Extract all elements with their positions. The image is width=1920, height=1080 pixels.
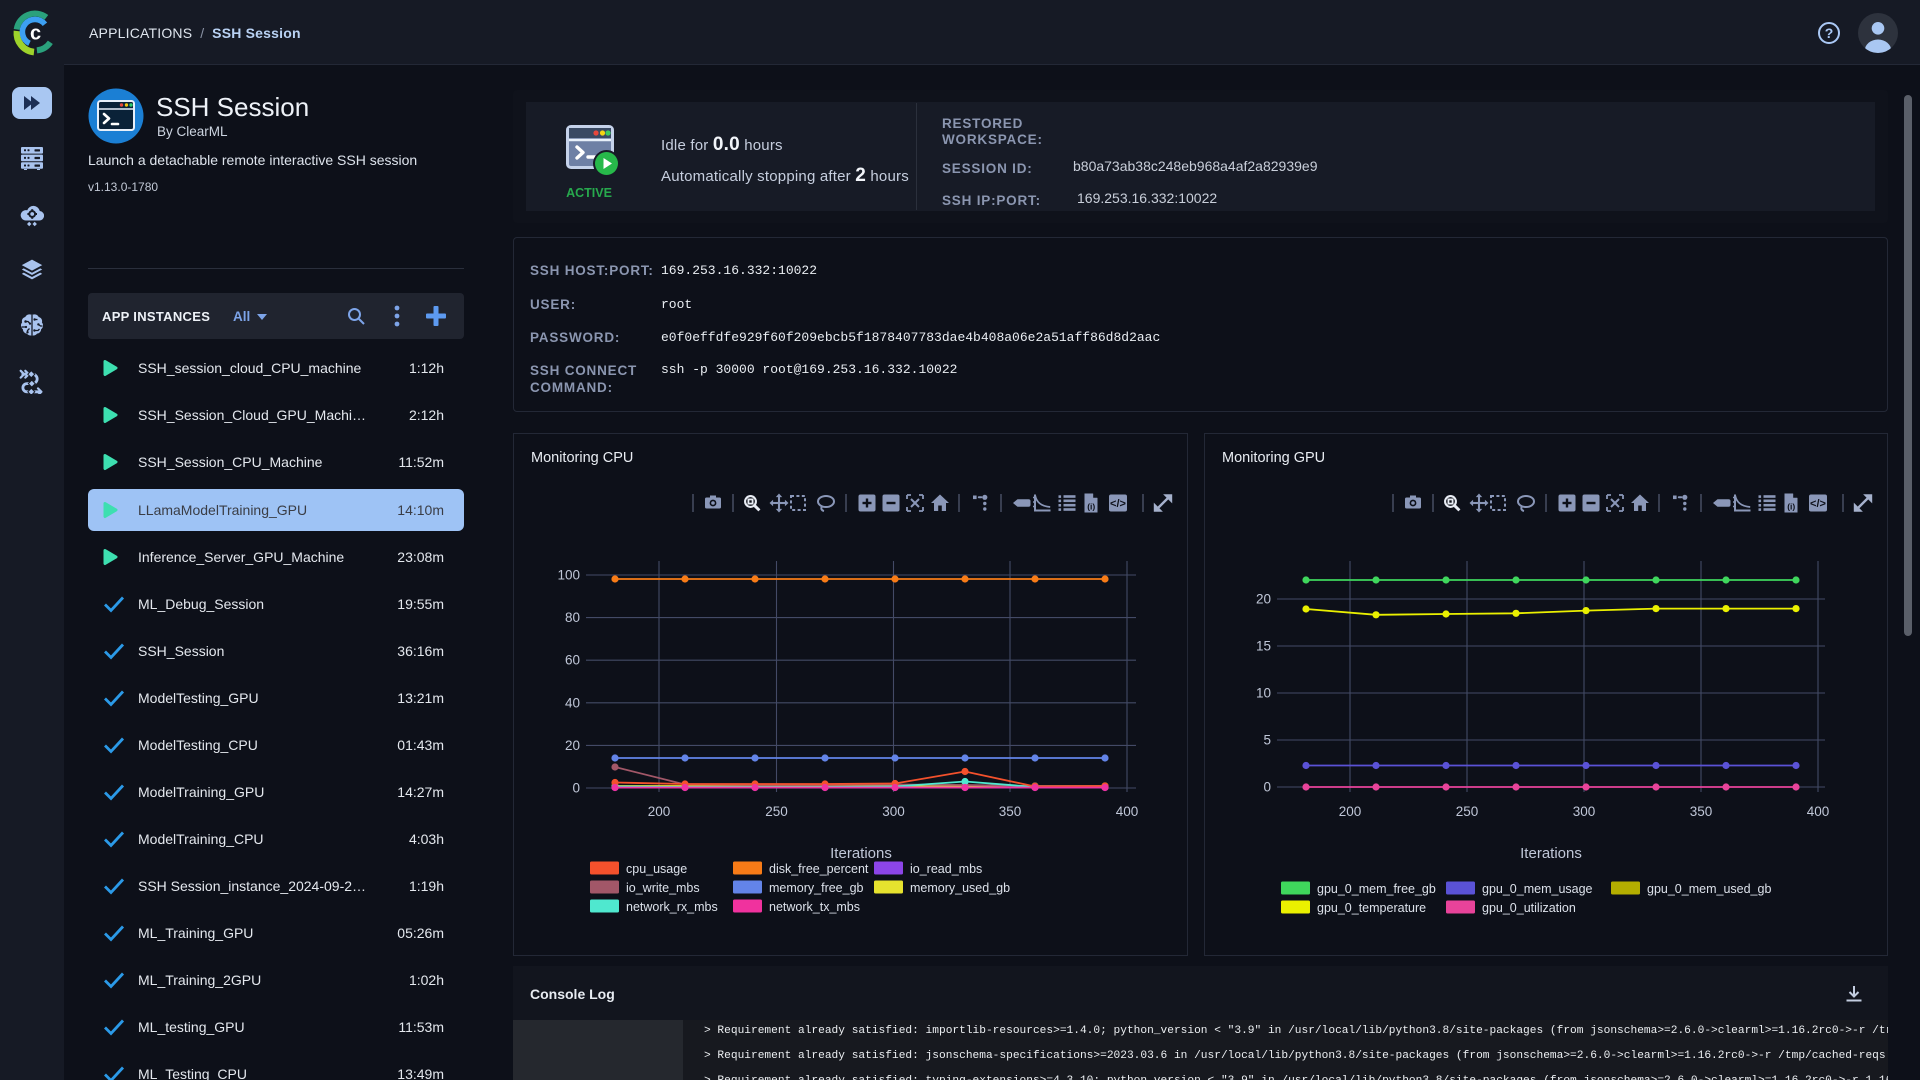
- svg-text:Iterations: Iterations: [830, 845, 892, 862]
- svg-text:gpu_0_mem_usage: gpu_0_mem_usage: [1482, 882, 1593, 896]
- svg-text:20: 20: [1256, 592, 1271, 607]
- svg-text:15: 15: [1256, 639, 1271, 654]
- svg-text:(i): (i): [1787, 502, 1795, 512]
- svg-text:400: 400: [1116, 804, 1139, 819]
- svg-text:250: 250: [1456, 804, 1479, 819]
- svg-text:200: 200: [648, 804, 671, 819]
- svg-text:350: 350: [1690, 804, 1713, 819]
- svg-text:(i): (i): [1087, 502, 1095, 512]
- svg-text:300: 300: [1573, 804, 1596, 819]
- svg-text:40: 40: [565, 695, 580, 710]
- svg-text:400: 400: [1807, 804, 1830, 819]
- svg-text:cpu_usage: cpu_usage: [626, 862, 687, 876]
- svg-text:network_rx_mbs: network_rx_mbs: [626, 900, 718, 914]
- svg-text:60: 60: [565, 653, 580, 668]
- svg-text:disk_free_percent: disk_free_percent: [769, 862, 869, 876]
- svg-text:c: c: [30, 23, 41, 45]
- svg-text:5: 5: [1263, 733, 1271, 748]
- svg-text:20: 20: [565, 738, 580, 753]
- svg-text:?: ?: [1825, 25, 1834, 41]
- svg-text:gpu_0_mem_used_gb: gpu_0_mem_used_gb: [1647, 882, 1771, 896]
- svg-text:250: 250: [765, 804, 788, 819]
- svg-text:network_tx_mbs: network_tx_mbs: [769, 900, 860, 914]
- svg-text:io_write_mbs: io_write_mbs: [626, 881, 700, 895]
- svg-text:Iterations: Iterations: [1520, 845, 1582, 862]
- svg-text:memory_free_gb: memory_free_gb: [769, 881, 864, 895]
- svg-text:gpu_0_temperature: gpu_0_temperature: [1317, 901, 1426, 915]
- svg-text:gpu_0_utilization: gpu_0_utilization: [1482, 901, 1576, 915]
- svg-text:</>: </>: [1810, 498, 1826, 510]
- svg-text:0: 0: [1263, 780, 1271, 795]
- svg-text:300: 300: [882, 804, 905, 819]
- svg-text:100: 100: [557, 568, 580, 583]
- svg-text:io_read_mbs: io_read_mbs: [910, 862, 982, 876]
- svg-text:0: 0: [572, 781, 580, 796]
- svg-text:80: 80: [565, 610, 580, 625]
- svg-text:memory_used_gb: memory_used_gb: [910, 881, 1010, 895]
- svg-text:10: 10: [1256, 686, 1271, 701]
- svg-text:</>: </>: [1110, 498, 1126, 510]
- svg-text:200: 200: [1339, 804, 1362, 819]
- svg-text:350: 350: [999, 804, 1022, 819]
- svg-text:gpu_0_mem_free_gb: gpu_0_mem_free_gb: [1317, 882, 1436, 896]
